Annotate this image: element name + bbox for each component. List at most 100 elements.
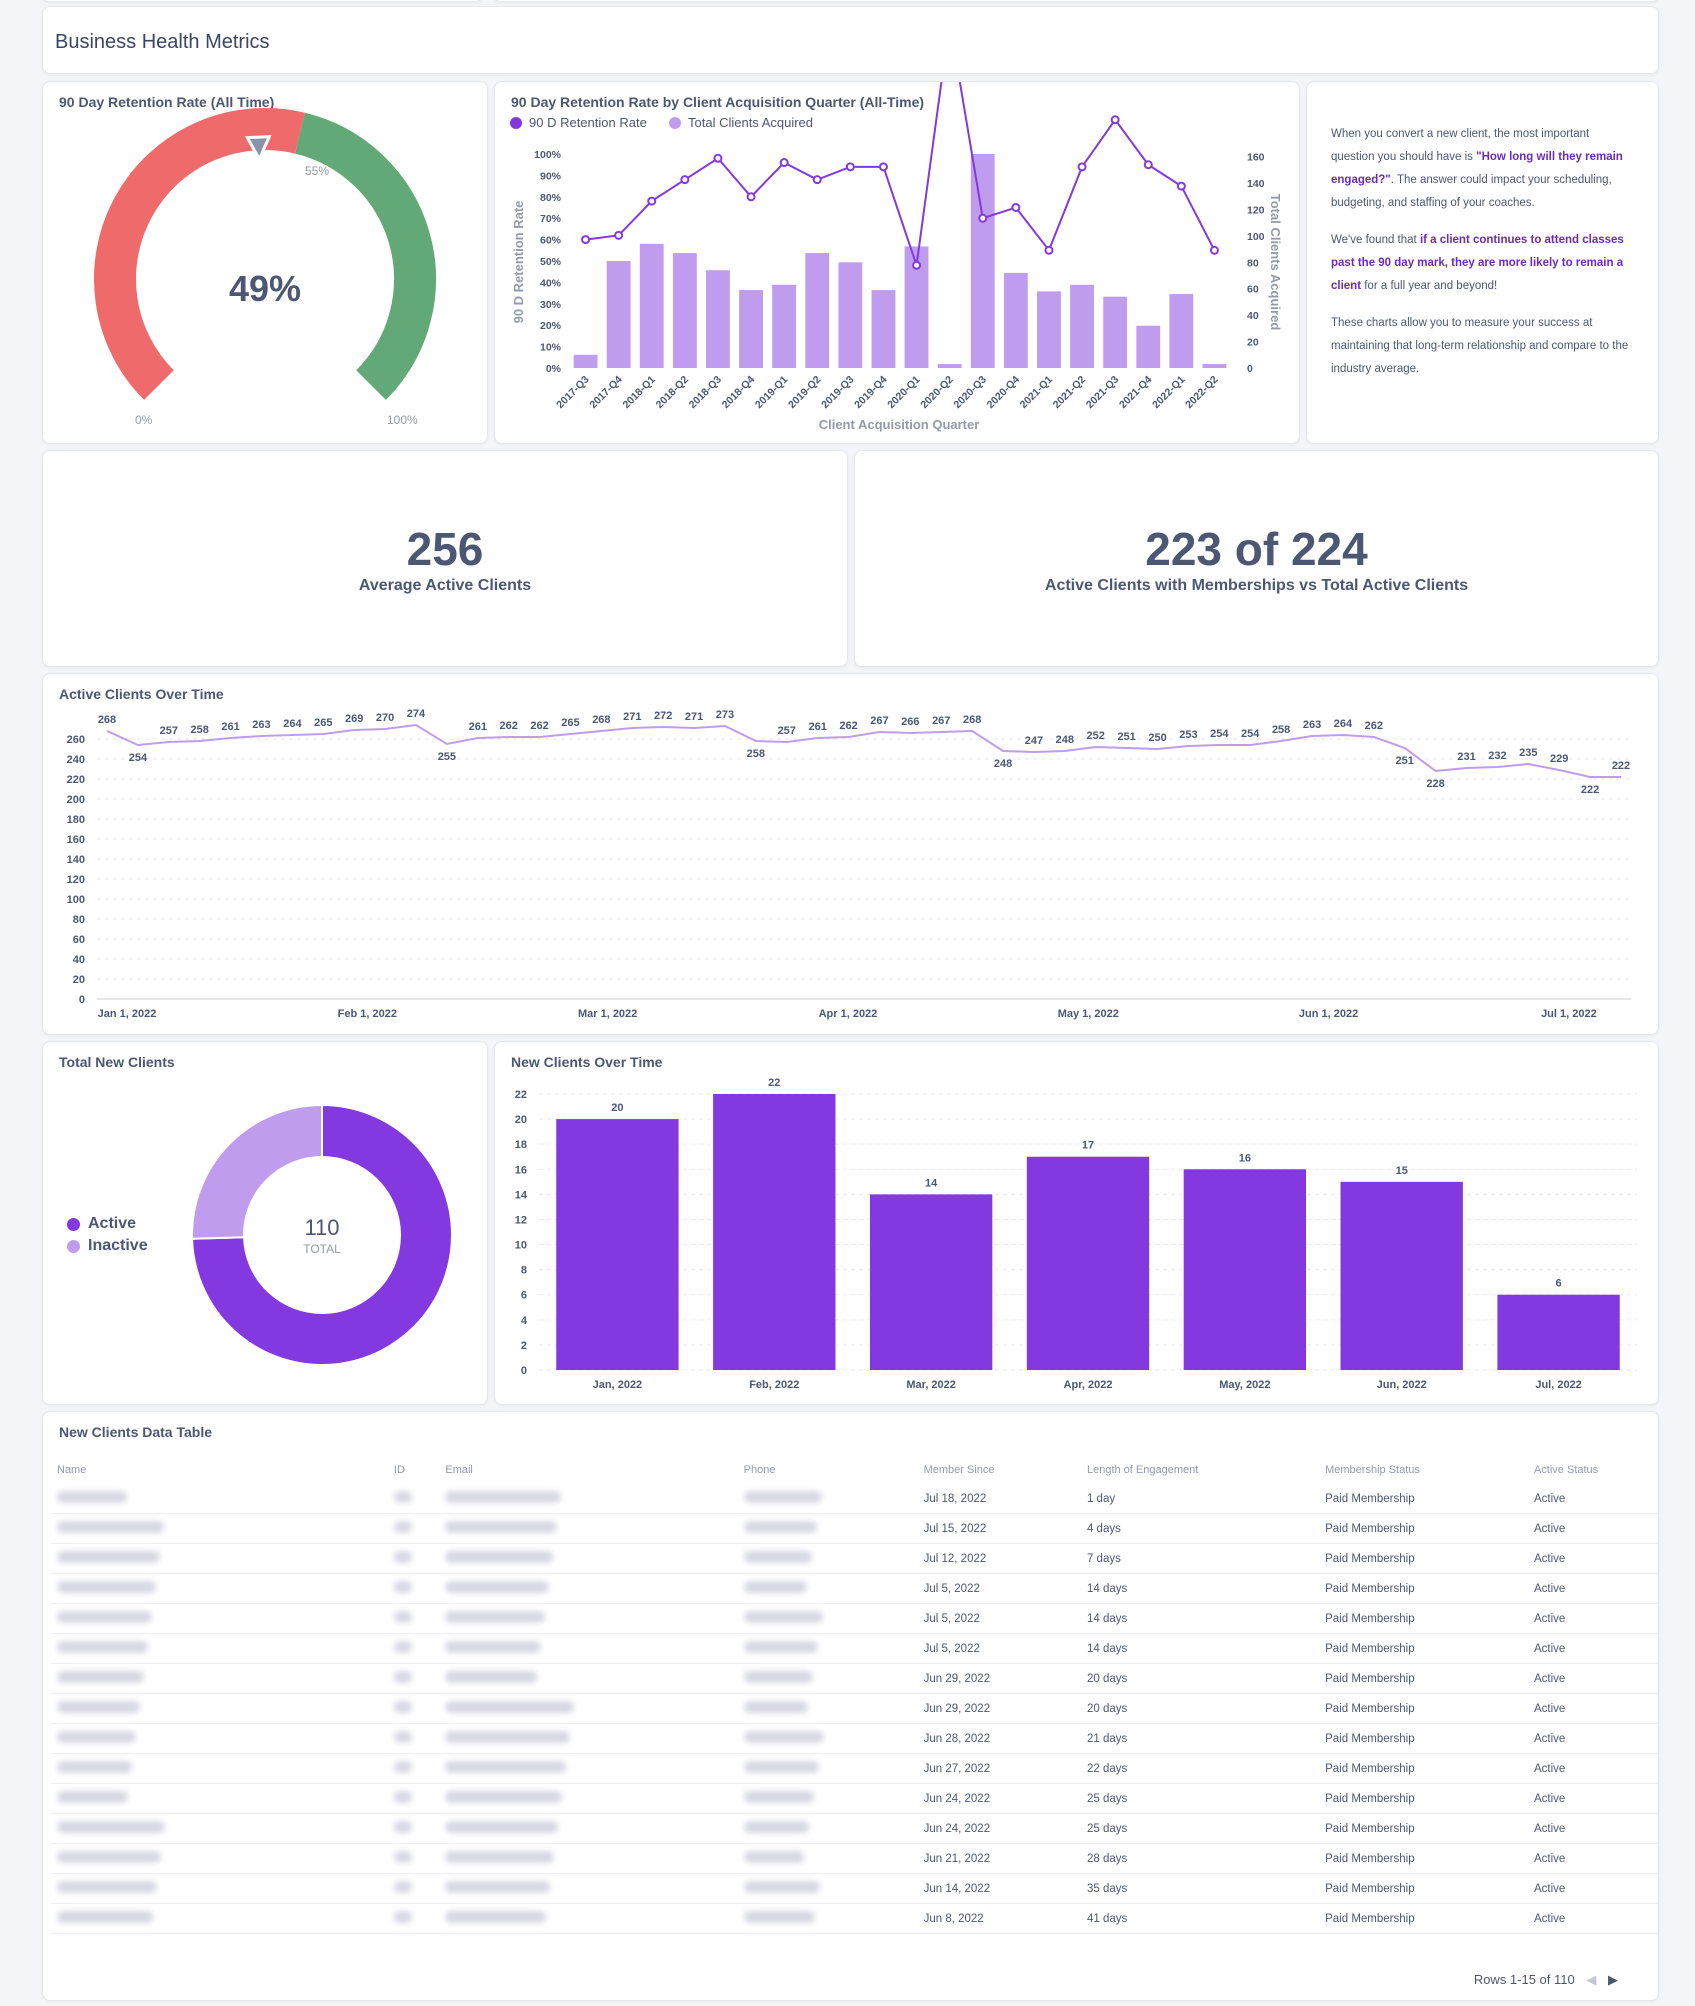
retention-point[interactable] (581, 235, 591, 245)
new-clients-bar[interactable] (869, 1194, 993, 1370)
retention-point[interactable] (647, 196, 657, 206)
clients-bar[interactable] (937, 364, 962, 368)
col-member-since[interactable]: Member Since (923, 1464, 995, 1476)
col-phone[interactable]: Phone (743, 1464, 776, 1476)
legend-active[interactable]: Active (67, 1215, 148, 1233)
y-tick: 8 (521, 1265, 527, 1277)
retention-point[interactable] (912, 260, 922, 270)
info-p1-text: When you convert a new client, the most … (1331, 128, 1590, 163)
clients-bar[interactable] (672, 253, 697, 368)
membership-status-cell: Paid Membership (1319, 1663, 1528, 1694)
retention-point[interactable] (1044, 245, 1054, 255)
table-row[interactable]: Jul 18, 2022 1 day Paid Membership Active (51, 1484, 1658, 1514)
clients-bar[interactable] (838, 262, 863, 368)
table-row[interactable]: Jun 24, 2022 25 days Paid Membership Active (51, 1783, 1658, 1814)
retention-point[interactable] (812, 175, 822, 185)
retention-point[interactable] (746, 192, 756, 202)
table-row[interactable]: Jun 8, 2022 41 days Paid Membership Active (51, 1903, 1658, 1934)
retention-point[interactable] (713, 153, 723, 163)
table-row[interactable]: Jun 21, 2022 28 days Paid Membership Active (51, 1843, 1658, 1874)
col-length[interactable]: Length of Engagement (1086, 1464, 1199, 1476)
clients-bar[interactable] (573, 354, 598, 368)
active-data-label: 273 (716, 709, 734, 721)
table-row[interactable]: Jul 12, 2022 7 days Paid Membership Active (51, 1543, 1658, 1574)
prev-page-icon[interactable]: ◀ (1586, 1972, 1597, 1987)
table-row[interactable]: Jun 29, 2022 20 days Paid Membership Active (51, 1663, 1658, 1694)
active-clients-card[interactable]: Active Clients Over Time 0 20 40 60 80 100 120… (42, 673, 1659, 1035)
new-clients-bar-card[interactable]: New Clients Over Time 0 2 4 6 8 10 12 14 16 18 20 2… (494, 1041, 1659, 1405)
clients-bar[interactable] (1003, 272, 1028, 368)
donut-slice-active[interactable] (191, 1103, 453, 1366)
new-clients-bar[interactable] (713, 1094, 836, 1370)
retention-point[interactable] (1209, 245, 1219, 255)
col-name[interactable]: Name (57, 1464, 87, 1476)
retention-combo-card[interactable]: 90 Day Retention Rate by Client Acquisit… (494, 81, 1300, 444)
retention-point[interactable] (978, 213, 988, 223)
col-membership-status[interactable]: Membership Status (1325, 1464, 1420, 1476)
data-table-card[interactable]: New Clients Data Table Name ID Email Pho… (42, 1411, 1659, 2001)
clients-bar[interactable] (871, 290, 896, 368)
retention-point[interactable] (1176, 181, 1186, 191)
col-id[interactable]: ID (393, 1464, 405, 1476)
redacted-id-cell (387, 1813, 440, 1844)
legend-retention-label[interactable]: 90 D Retention Rate (529, 115, 647, 130)
retention-point[interactable] (845, 162, 855, 172)
clients-bar[interactable] (1169, 294, 1194, 368)
retention-point[interactable] (1143, 160, 1153, 170)
retention-point[interactable] (680, 175, 690, 185)
next-page-icon[interactable]: ▶ (1608, 1972, 1618, 1987)
x-tick: 2018-Q4 (720, 374, 757, 411)
clients-bar[interactable] (606, 261, 631, 368)
new-clients-bar[interactable] (1497, 1294, 1620, 1370)
x-tick: Jul, 2022 (1535, 1379, 1581, 1391)
x-tick: 2022-Q2 (1183, 374, 1220, 411)
clients-bar[interactable] (1136, 325, 1161, 368)
table-row[interactable]: Jun 27, 2022 22 days Paid Membership Active (51, 1753, 1658, 1784)
clients-bar[interactable] (1202, 364, 1227, 368)
table-row[interactable]: Jun 24, 2022 25 days Paid Membership Active (51, 1813, 1658, 1844)
col-email[interactable]: Email (445, 1464, 473, 1476)
table-row[interactable]: Jul 15, 2022 4 days Paid Membership Active (51, 1513, 1658, 1544)
y-tick: 100 (67, 894, 85, 906)
redacted-id-cell (387, 1693, 440, 1724)
retention-point[interactable] (614, 230, 624, 240)
new-clients-bar[interactable] (556, 1119, 679, 1370)
new-clients-bar[interactable] (1340, 1181, 1463, 1370)
member-since-cell: Jun 24, 2022 (917, 1813, 1081, 1844)
membership-stat-card[interactable]: 223 of 224 Active Clients with Membershi… (854, 450, 1659, 667)
retention-point[interactable] (779, 158, 789, 168)
retention-point[interactable] (878, 162, 888, 172)
table-row[interactable]: Jul 5, 2022 14 days Paid Membership Active (51, 1573, 1658, 1604)
clients-bar[interactable] (1037, 291, 1061, 368)
x-tick: Feb, 2022 (749, 1379, 799, 1391)
table-row[interactable]: Jun 14, 2022 35 days Paid Membership Active (51, 1873, 1658, 1904)
legend-clients-label[interactable]: Total Clients Acquired (688, 115, 813, 130)
table-row[interactable]: Jun 29, 2022 20 days Paid Membership Active (51, 1693, 1658, 1724)
retention-point[interactable] (1077, 162, 1087, 172)
retention-point[interactable] (1110, 115, 1120, 125)
gauge-card[interactable]: 90 Day Retention Rate (All Time) 49% 0% … (42, 81, 488, 444)
clients-bar[interactable] (739, 290, 763, 368)
donut-slice-inactive[interactable] (191, 1103, 323, 1240)
gauge-threshold-label: 55% (305, 164, 329, 178)
retention-point[interactable] (1011, 203, 1021, 212)
avg-active-card[interactable]: 256 Average Active Clients (42, 450, 848, 667)
clients-bar[interactable] (772, 284, 797, 368)
clients-bar[interactable] (1103, 296, 1128, 368)
col-active-status[interactable]: Active Status (1533, 1464, 1599, 1476)
new-clients-bar[interactable] (1026, 1156, 1150, 1370)
table-row[interactable]: Jul 5, 2022 14 days Paid Membership Active (51, 1603, 1658, 1634)
new-clients-bar[interactable] (1183, 1169, 1307, 1370)
clients-bar[interactable] (706, 270, 730, 368)
clients-bar[interactable] (805, 253, 830, 368)
y-tick: 200 (67, 794, 85, 806)
active-data-label: 271 (685, 711, 703, 723)
clients-bar[interactable] (970, 154, 995, 368)
clients-bar[interactable] (904, 246, 929, 368)
table-row[interactable]: Jun 28, 2022 21 days Paid Membership Active (51, 1723, 1658, 1754)
donut-card[interactable]: Total New Clients Active Inactive 110 TO… (42, 1041, 488, 1405)
clients-bar[interactable] (1070, 284, 1094, 368)
clients-bar[interactable] (639, 243, 664, 368)
legend-inactive[interactable]: Inactive (67, 1237, 148, 1255)
table-row[interactable]: Jul 5, 2022 14 days Paid Membership Active (51, 1633, 1658, 1664)
